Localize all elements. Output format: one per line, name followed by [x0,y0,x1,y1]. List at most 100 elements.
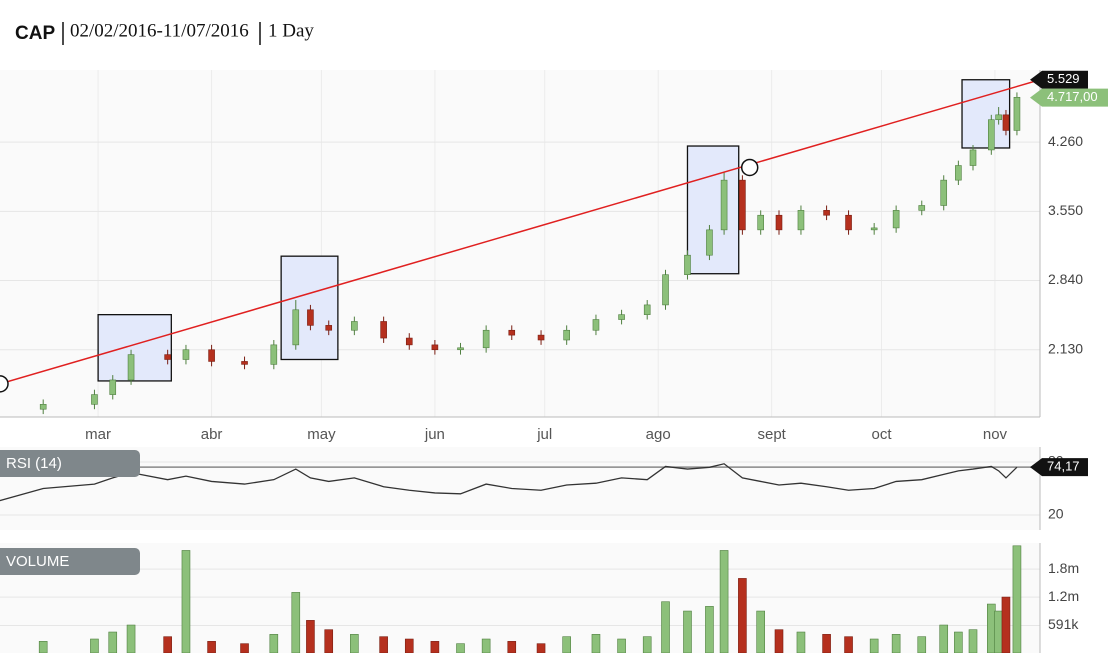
volume-bar [1012,545,1022,653]
x-tick-label: jun [424,426,445,443]
candle-body [662,274,669,306]
last-price-label-bg [1030,88,1108,107]
candle-body [739,179,746,231]
volume-bar [642,636,652,653]
volume-bar [617,638,626,653]
candle-body [431,344,439,351]
panel-title: RSI (14) [6,455,62,472]
volume-bar [90,638,99,653]
volume-bar [507,641,517,653]
candle-body [969,149,977,166]
x-tick-label: abr [201,426,223,443]
candle-body [720,179,728,231]
volume-bar [774,629,784,653]
volume-bar [379,636,388,653]
candle-body [995,114,1002,121]
volume-bar [456,643,465,653]
volume-bar [844,636,853,653]
volume-bar [240,643,249,653]
panel-title: VOLUME [6,553,69,570]
y-tick-label: 20 [1048,506,1064,522]
x-tick-label: sept [757,426,786,443]
y-tick-label: 3.550 [1048,202,1083,218]
volume-bar [719,550,729,653]
candle-body [482,329,490,349]
volume-bar [108,631,118,653]
rsi-last-label: 74,17 [1047,459,1080,474]
volume-bar [994,610,1003,653]
candle-body [39,404,47,410]
candle-body [380,321,387,339]
y-tick-label: 4.260 [1048,133,1083,149]
volume-bar [891,634,901,653]
x-tick-label: mar [85,426,111,443]
candle-body [182,349,190,360]
panel-label-bg [0,548,140,575]
volume-bar [430,641,440,653]
volume-bar [1001,596,1011,653]
volume-bar [481,638,491,653]
candle-body [325,325,333,331]
candle-body [508,329,516,336]
candle-body [1013,96,1021,131]
volume-bar [126,624,136,653]
candle-body [592,319,600,331]
y-tick-label: 2.130 [1048,340,1083,356]
highlight-box [280,255,339,361]
interval: 1 Day [268,20,314,41]
volume-bar [954,631,963,653]
main-plot-bg [0,70,1040,417]
candle-body [457,347,464,351]
rsi-line [0,463,1018,502]
volume-bar [738,578,747,653]
highlight-box [686,145,740,275]
candle-body [870,227,878,231]
candle-body [563,329,570,341]
rsi-last-label-bg [1030,458,1088,477]
candle-body [775,214,783,231]
trend-line [0,79,1041,385]
volume-bar [306,620,315,653]
candle-body [270,344,278,365]
x-tick-label: oct [871,426,892,443]
volume-bar [661,601,670,653]
x-tick-label: may [307,426,336,443]
volume-bar [291,592,301,653]
volume-bar [822,634,831,653]
volume-bar [796,631,806,653]
candle-body [823,210,830,216]
candle-body [208,349,215,362]
y-tick-label: 2.840 [1048,271,1083,287]
candle-body [164,354,171,360]
candle-body [706,229,713,256]
candle-body [618,314,625,320]
highlight-box [97,314,172,382]
date-range: 02/02/2016-11/07/2016 [70,20,249,41]
candle-body [757,214,764,231]
candle-body [918,205,926,211]
candle-body [892,210,900,229]
y-tick-label: 1.8m [1048,560,1079,576]
candle-body [127,354,135,381]
volume-bar [562,636,571,653]
trendline-label-bg [1030,70,1088,89]
candle-body [91,394,98,405]
trend-anchor [740,158,759,177]
x-tick-label: ago [646,426,671,443]
panel-label-bg [0,450,140,477]
candle-body [307,309,314,326]
volume-bar [939,624,949,653]
candle-body [684,254,691,275]
candle-body [988,119,995,151]
candle-body [241,361,248,365]
volume-bar [38,641,48,653]
candle-body [405,337,413,346]
candle-body [1002,114,1010,131]
volume-bar [350,634,359,653]
volume-bar [705,606,714,653]
volume-plot-bg [0,543,1040,653]
volume-bar [869,638,879,653]
y-tick-label: 1.2m [1048,588,1079,604]
candle-body [955,165,962,181]
